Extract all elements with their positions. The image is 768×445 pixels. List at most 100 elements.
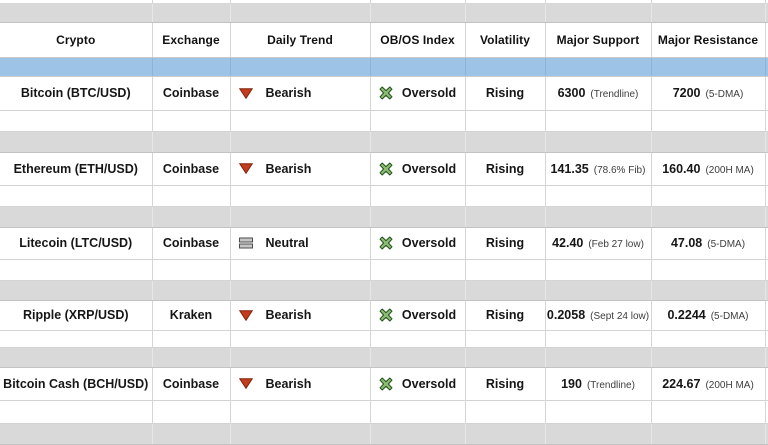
cell-crypto[interactable]: Ethereum (ETH/USD) [0, 152, 153, 186]
spacer-cell [370, 259, 466, 281]
cell-crypto[interactable]: Litecoin (LTC/USD) [0, 227, 153, 260]
spacer-cell [465, 400, 546, 424]
cell-major-resistance[interactable]: 224.67 (200H MA) [651, 367, 766, 401]
row-sliver-cell [765, 152, 768, 186]
cell-major-support[interactable]: 190 (Trendline) [545, 367, 652, 401]
spacer-cell [370, 206, 466, 228]
resistance-note: (5-DMA) [705, 89, 744, 100]
spacer-cell [545, 206, 652, 228]
cell-crypto[interactable]: Bitcoin Cash (BCH/USD) [0, 367, 153, 401]
volatility-label: Rising [485, 236, 525, 250]
highlighted-cell [545, 57, 652, 77]
resistance-note: (5-DMA) [710, 311, 749, 322]
cell-volatility[interactable]: Rising [465, 300, 546, 331]
oversold-x-icon [379, 86, 393, 100]
obos-content: Oversold [371, 162, 465, 176]
spacer-cell [152, 206, 231, 228]
cell-major-resistance[interactable]: 7200 (5-DMA) [651, 76, 766, 111]
column-header-daily_trend[interactable]: Daily Trend [230, 22, 371, 58]
column-header-volatility[interactable]: Volatility [465, 22, 546, 58]
cell-major-support[interactable]: 0.2058 (Sept 24 low) [545, 300, 652, 331]
table-row: Bitcoin (BTC/USD) Coinbase Bearish Oversold… [0, 76, 768, 111]
crypto-name: Bitcoin (BTC/USD) [20, 86, 131, 100]
cell-exchange[interactable]: Coinbase [152, 227, 231, 260]
spacer-cell [765, 206, 768, 228]
cell-volatility[interactable]: Rising [465, 227, 546, 260]
cell-exchange[interactable]: Coinbase [152, 367, 231, 401]
spacer-cell [370, 3, 466, 23]
cell-exchange[interactable]: Coinbase [152, 76, 231, 111]
spacer-cell [370, 330, 466, 348]
volatility-label: Rising [485, 161, 525, 176]
spacer-cell [152, 110, 231, 132]
row-sliver-cell [765, 76, 768, 111]
table-row: Ripple (XRP/USD) Kraken Bearish Oversold Ris… [0, 300, 768, 331]
trend-label: Bearish [265, 86, 312, 100]
spacer-cell [465, 110, 546, 132]
cell-major-support[interactable]: 141.35 (78.6% Fib) [545, 152, 652, 186]
resistance-value: 224.67 [662, 376, 701, 391]
cell-major-support[interactable]: 6300 (Trendline) [545, 76, 652, 111]
row-sliver-cell [765, 367, 768, 401]
obos-label: Oversold [401, 236, 457, 250]
cell-obos-index[interactable]: Oversold [370, 227, 466, 260]
spacer-cell [545, 110, 652, 132]
spacer-cell [765, 259, 768, 281]
spacer-cell [465, 185, 546, 207]
cell-major-resistance[interactable]: 160.40 (200H MA) [651, 152, 766, 186]
crypto-name: Ripple (XRP/USD) [22, 308, 129, 322]
cell-major-support[interactable]: 42.40 (Feb 27 low) [545, 227, 652, 260]
cell-daily-trend[interactable]: Neutral [230, 227, 371, 260]
oversold-x-icon [379, 236, 393, 250]
cell-volatility[interactable]: Rising [465, 367, 546, 401]
cell-major-resistance[interactable]: 47.08 (5-DMA) [651, 227, 766, 260]
cell-daily-trend[interactable]: Bearish [230, 367, 371, 401]
obos-label: Oversold [401, 376, 457, 391]
highlighted-cell [152, 57, 231, 77]
cell-obos-index[interactable]: Oversold [370, 152, 466, 186]
table-row: Ethereum (ETH/USD) Coinbase Bearish Oversol… [0, 152, 768, 186]
spacer-cell [765, 400, 768, 424]
cell-obos-index[interactable]: Oversold [370, 300, 466, 331]
support-value: 6300 [557, 86, 586, 100]
resistance-value: 47.08 [670, 236, 703, 250]
column-header-obos_index[interactable]: OB/OS Index [370, 22, 466, 58]
daily-trend-content: Bearish [231, 162, 370, 176]
cell-volatility[interactable]: Rising [465, 76, 546, 111]
spacer-cell [651, 400, 766, 424]
cell-crypto[interactable]: Ripple (XRP/USD) [0, 300, 153, 331]
spacer-cell [465, 280, 546, 301]
spacer-cell [651, 131, 766, 153]
column-header-major_support[interactable]: Major Support [545, 22, 652, 58]
spacer-cell [545, 330, 652, 348]
top-edge-cell [230, 0, 371, 4]
volatility-label: Rising [485, 376, 525, 391]
column-header-major_resistance[interactable]: Major Resistance [651, 22, 766, 58]
column-header-exchange[interactable]: Exchange [152, 22, 231, 58]
spacer-cell [0, 206, 153, 228]
cell-obos-index[interactable]: Oversold [370, 76, 466, 111]
cell-daily-trend[interactable]: Bearish [230, 76, 371, 111]
cell-crypto[interactable]: Bitcoin (BTC/USD) [0, 76, 153, 111]
top-edge-cell [152, 0, 231, 4]
spacer-cell [545, 3, 652, 23]
cell-obos-index[interactable]: Oversold [370, 367, 466, 401]
cell-exchange[interactable]: Coinbase [152, 152, 231, 186]
cell-major-resistance[interactable]: 0.2244 (5-DMA) [651, 300, 766, 331]
volatility-label: Rising [485, 308, 525, 322]
cell-exchange[interactable]: Kraken [152, 300, 231, 331]
column-header-label: Major Support [556, 32, 640, 47]
obos-content: Oversold [371, 86, 465, 100]
cell-daily-trend[interactable]: Bearish [230, 152, 371, 186]
column-header-crypto[interactable]: Crypto [0, 22, 153, 58]
exchange-name: Coinbase [162, 86, 220, 100]
spacer-cell [465, 347, 546, 368]
cell-daily-trend[interactable]: Bearish [230, 300, 371, 331]
cell-volatility[interactable]: Rising [465, 152, 546, 186]
obos-label: Oversold [401, 86, 457, 100]
daily-trend-content: Neutral [231, 236, 370, 250]
spacer-cell [0, 185, 153, 207]
top-edge-row [0, 0, 768, 4]
obos-content: Oversold [371, 377, 465, 391]
spacer-cell [230, 330, 371, 348]
